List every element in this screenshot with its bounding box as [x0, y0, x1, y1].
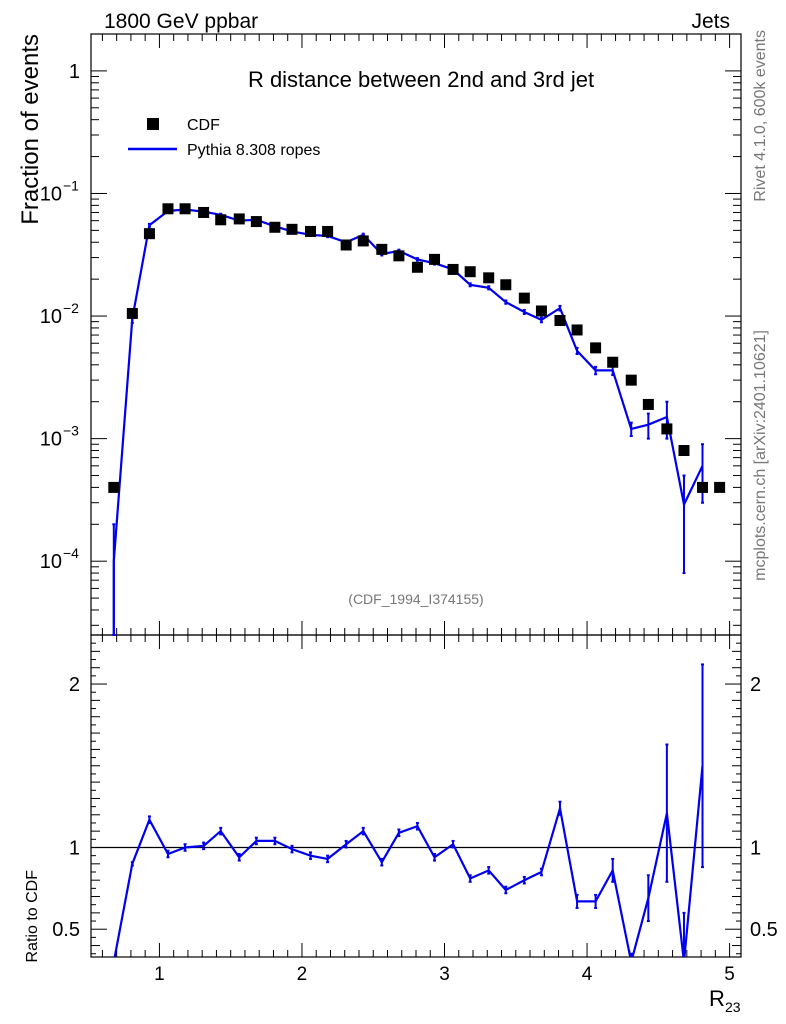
x-tick-label: 4 [582, 964, 593, 985]
x-tick-label: 2 [297, 964, 308, 985]
cdf-data-point [126, 307, 138, 319]
legend: CDF Pythia 8.308 ropes [128, 117, 320, 159]
ratio-tick-label-left: 1 [69, 837, 80, 859]
cdf-data-point [250, 216, 262, 228]
ratio-y-axis-label: Ratio to CDF [24, 870, 41, 963]
ratio-series-group [113, 663, 705, 957]
y-tick-label: 10 [40, 306, 62, 328]
x-tick-label: 3 [439, 964, 450, 985]
chart-title: R distance between 2nd and 3rd jet [248, 67, 594, 92]
cdf-data-point [500, 279, 512, 291]
rivet-info: Rivet 4.1.0, 600k events [752, 30, 769, 202]
legend-label-pythia: Pythia 8.308 ropes [187, 142, 320, 159]
cdf-data-point [697, 481, 709, 493]
cdf-data-point [661, 423, 673, 435]
y-axis-label: Fraction of events [17, 34, 44, 225]
cdf-data-point [198, 206, 210, 218]
cdf-data-point [393, 250, 405, 262]
pythia-line [112, 208, 704, 635]
header-right: Jets [691, 10, 730, 33]
y-tick-label: 1 [69, 61, 80, 83]
cdf-data-point [357, 235, 369, 247]
cdf-data-point [286, 223, 298, 235]
cdf-data-point [464, 266, 476, 278]
ratio-tick-label-right: 0.5 [750, 919, 778, 941]
legend-label-cdf: CDF [187, 117, 220, 134]
y-tick-label-exponent: −1 [63, 177, 79, 193]
ratio-tick-label-left: 2 [69, 674, 80, 696]
x-axis-label-subscript: 23 [725, 999, 741, 1015]
cdf-data-point [143, 228, 155, 240]
header-left: 1800 GeV ppbar [104, 10, 258, 33]
ratio-tick-label-right: 2 [750, 674, 761, 696]
legend-marker-cdf [147, 118, 159, 130]
pythia-ratio-line [113, 765, 704, 957]
cdf-data-point [554, 314, 566, 326]
cdf-data-point [269, 221, 281, 233]
cdf-data-point [447, 263, 459, 275]
x-tick-label: 5 [724, 964, 735, 985]
cdf-data-point [108, 481, 120, 493]
cdf-data-point [535, 305, 547, 317]
cdf-data-point [305, 225, 317, 237]
cdf-data-point [340, 239, 352, 251]
cdf-data-point [590, 342, 602, 354]
x-tick-label: 1 [154, 964, 165, 985]
x-axis-title: R 23 [709, 986, 741, 1015]
cdf-data-point [625, 374, 637, 386]
x-axis-label: R [709, 986, 725, 1011]
cdf-data-point [714, 481, 726, 493]
y-tick-label: 10 [40, 429, 62, 451]
y-tick-label-exponent: −4 [63, 545, 79, 561]
cdf-data-point [233, 213, 245, 225]
cdf-data-point [607, 356, 619, 368]
ratio-plot-frame [90, 634, 742, 958]
cdf-data-point [411, 261, 423, 273]
cdf-data-point [642, 398, 654, 410]
ratio-tick-label-right: 1 [750, 837, 761, 859]
analysis-id: (CDF_1994_I374155) [348, 591, 483, 607]
ratio-tick-label-left: 0.5 [52, 919, 80, 941]
cdf-data-point [215, 214, 227, 226]
y-tick-label-exponent: −2 [63, 300, 79, 316]
cdf-data-point [322, 225, 334, 237]
cdf-data-point [162, 203, 174, 215]
cdf-data-point [483, 272, 495, 284]
cdf-data-point [571, 324, 583, 336]
y-tick-label: 10 [40, 183, 62, 205]
cdf-data-point [429, 253, 441, 265]
mcplots-info: mcplots.cern.ch [arXiv:2401.10621] [752, 330, 769, 581]
cdf-data-point [678, 445, 690, 457]
cdf-data-point [518, 292, 530, 304]
cdf-data-point [376, 243, 388, 255]
y-tick-label: 10 [40, 551, 62, 573]
y-tick-label-exponent: −3 [63, 423, 79, 439]
cdf-data-point [179, 203, 191, 215]
